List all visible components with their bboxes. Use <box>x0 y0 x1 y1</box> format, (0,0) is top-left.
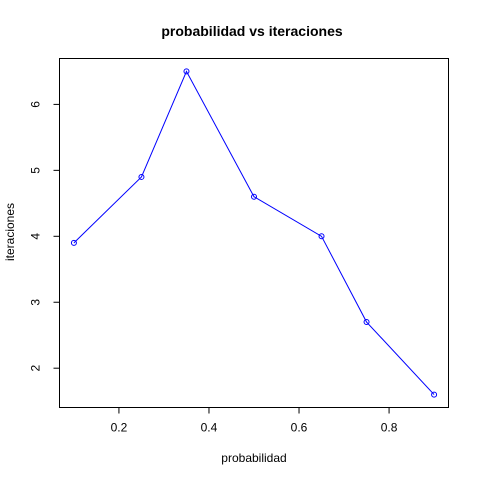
x-tick-label-2: 0.6 <box>291 421 308 435</box>
x-axis: 0.2 0.4 0.6 0.8 <box>111 407 398 435</box>
series-layer <box>70 68 438 398</box>
chart-title: probabilidad vs iteraciones <box>161 23 342 39</box>
data-point-0 <box>70 239 77 246</box>
series-line-0 <box>73 70 435 395</box>
data-point-4 <box>318 233 325 240</box>
plot-area-box <box>59 58 449 408</box>
y-axis-label: iteraciones <box>3 203 17 261</box>
data-point-1 <box>138 173 145 180</box>
x-axis-label: probabilidad <box>221 451 286 465</box>
data-point-5 <box>363 319 370 326</box>
x-tick-label-3: 0.8 <box>381 421 398 435</box>
data-point-6 <box>431 391 438 398</box>
y-tick-label-4: 6 <box>29 101 43 108</box>
x-tick-label-1: 0.4 <box>201 421 218 435</box>
x-tick-label-0: 0.2 <box>111 421 128 435</box>
data-point-3 <box>251 193 257 200</box>
y-tick-label-1: 3 <box>29 299 43 306</box>
y-tick-label-0: 2 <box>29 365 43 372</box>
data-point-2 <box>183 68 190 75</box>
y-tick-label-2: 4 <box>29 233 43 240</box>
y-axis: 2 3 4 5 6 <box>29 101 60 372</box>
y-tick-label-3: 5 <box>29 167 43 174</box>
